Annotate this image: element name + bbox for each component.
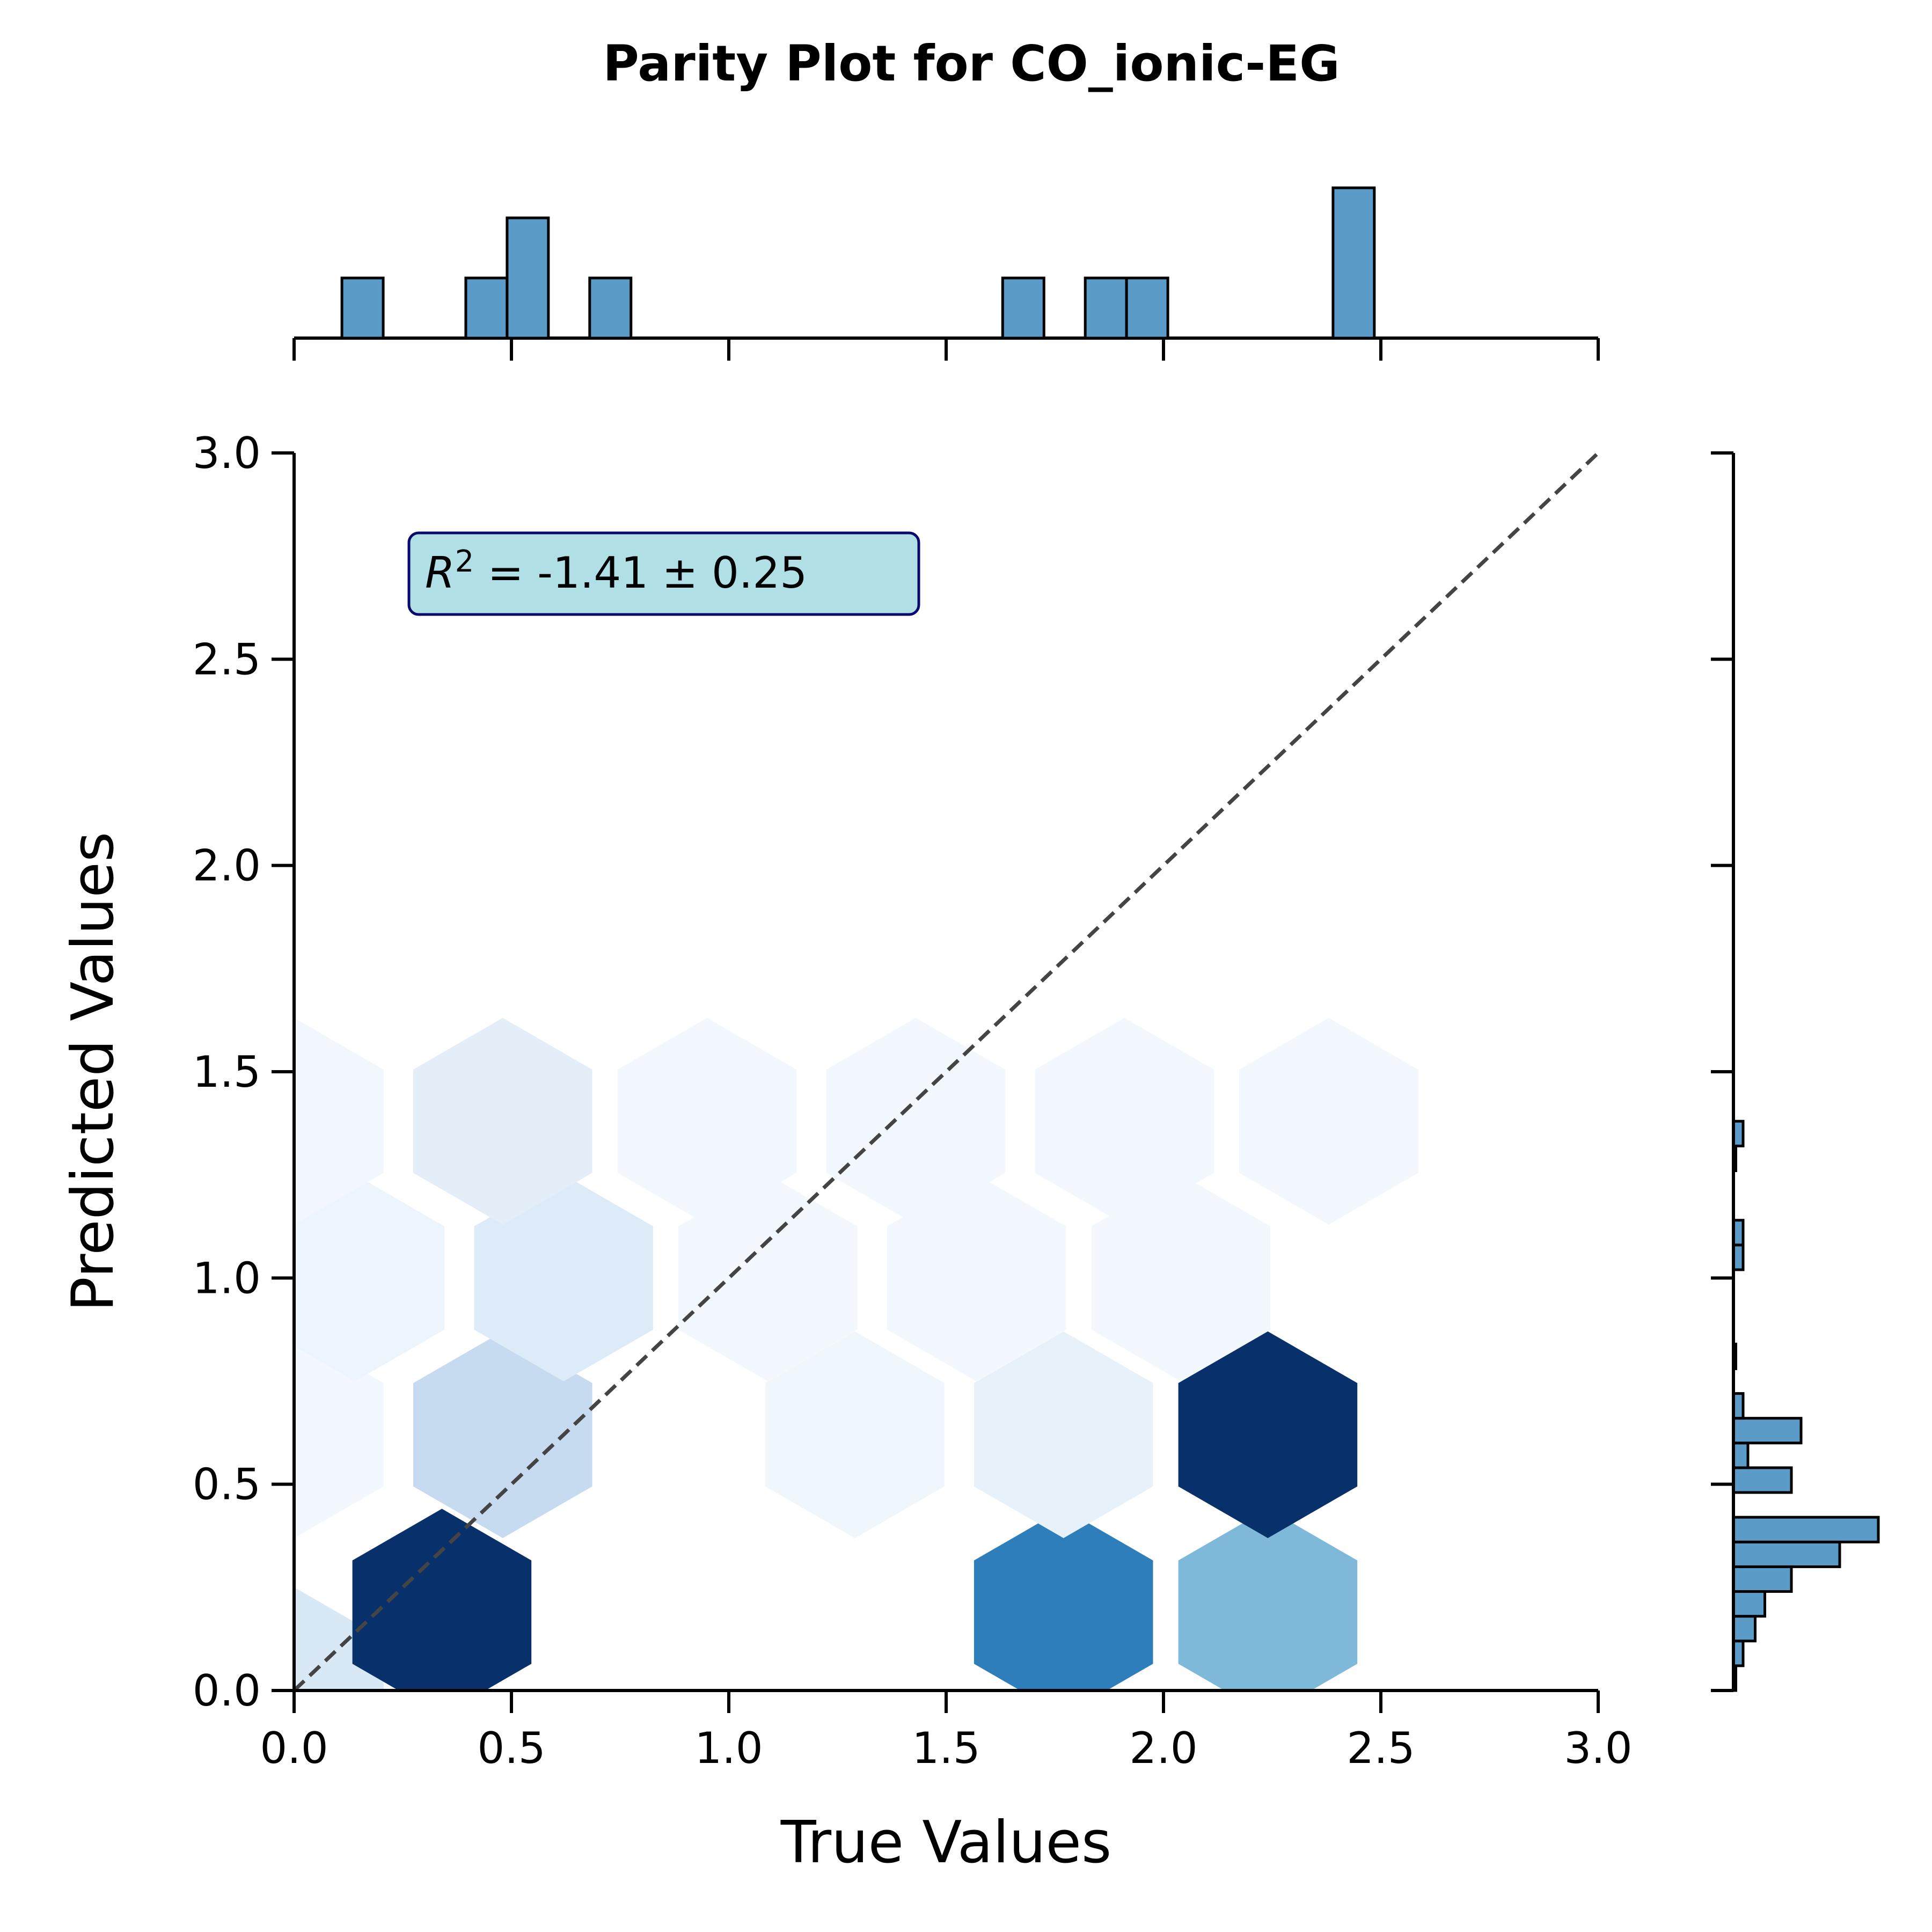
hexbin-cell-12 <box>887 1174 1066 1381</box>
right-hist-bar-9 <box>1732 1417 1803 1445</box>
right-histogram <box>1711 451 1880 1692</box>
top-hist-bar-0 <box>340 276 385 340</box>
top-hist-bar-2 <box>506 216 550 340</box>
top-histogram <box>292 186 1600 361</box>
chart-title: Parity Plot for CO_ionic-EG <box>603 35 1340 92</box>
hexbin-cell-9 <box>294 1174 445 1381</box>
x-tick-label: 2.0 <box>1129 1723 1197 1773</box>
right-hist-bar-2 <box>1732 1615 1757 1643</box>
y-tick-label: 0.5 <box>193 1460 261 1510</box>
right-hist-bar-7 <box>1732 1466 1793 1494</box>
hexbin-cell-16 <box>617 1018 797 1225</box>
hexbin-cell-3 <box>1178 1509 1358 1690</box>
r2-value: = -1.41 ± 0.25 <box>474 548 807 598</box>
right-hist-bar-8 <box>1732 1441 1750 1469</box>
hexbin-cell-19 <box>1239 1018 1418 1225</box>
r-exponent: 2 <box>455 544 474 579</box>
right-hist-bar-6 <box>1732 1516 1880 1543</box>
hexbin-cell-7 <box>974 1331 1153 1539</box>
top-hist-bar-1 <box>464 276 509 340</box>
hexbin-plot-area: 0.0 0.5 1.0 1.5 2.0 2.5 3.0 0.0 0.5 1.0 1.5 2.0 2.5 3… <box>193 428 1633 1773</box>
hexbin-cell-14 <box>294 1018 384 1225</box>
y-tick-label: 0.0 <box>193 1666 261 1716</box>
hexbin-layer <box>294 1018 1418 1690</box>
top-hist-bar-3 <box>588 276 633 340</box>
r2-annotation: R2 = -1.41 ± 0.25 <box>407 531 920 616</box>
hexbin-cell-18 <box>1035 1018 1214 1225</box>
hexbin-cell-1 <box>352 1509 532 1690</box>
hexbin-cell-17 <box>826 1018 1006 1225</box>
hexbin-cell-4 <box>294 1331 384 1539</box>
right-hist-bar-4 <box>1732 1565 1793 1593</box>
right-hist-bar-3 <box>1732 1590 1766 1618</box>
hexbin-cell-11 <box>678 1174 858 1381</box>
right-hist-bar-5 <box>1732 1540 1841 1568</box>
x-tick-label: 1.0 <box>694 1723 763 1773</box>
top-hist-bar-5 <box>1084 276 1128 340</box>
hexbin-cell-8 <box>1178 1331 1358 1539</box>
hexbin-cell-10 <box>474 1174 653 1381</box>
annotation-text: R2 = -1.41 ± 0.25 <box>425 544 807 598</box>
hexbin-cell-13 <box>1091 1174 1271 1381</box>
y-tick-label: 2.0 <box>193 841 261 891</box>
hexbin-cell-5 <box>413 1331 592 1539</box>
main-axes: 0.0 0.5 1.0 1.5 2.0 2.5 3.0 0.0 0.5 1.0 1.5 2.0 2.5 3… <box>193 428 1633 1773</box>
hexbin-cell-15 <box>413 1018 592 1225</box>
y-tick-label: 1.5 <box>193 1047 261 1097</box>
x-tick-label: 2.5 <box>1346 1723 1415 1773</box>
top-hist-bar-6 <box>1125 276 1169 340</box>
top-hist-bar-4 <box>1001 276 1045 340</box>
x-axis-label: True Values <box>780 1809 1112 1876</box>
x-tick-label: 0.0 <box>260 1723 328 1773</box>
y-tick-label: 1.0 <box>193 1253 261 1303</box>
y-axis-label: Predicted Values <box>60 832 127 1312</box>
y-tick-label: 3.0 <box>193 428 261 478</box>
x-tick-label: 3.0 <box>1564 1723 1632 1773</box>
hexbin-cell-6 <box>765 1331 945 1539</box>
annotation-box <box>407 531 920 616</box>
y-tick-label: 2.5 <box>193 634 261 684</box>
x-tick-label: 0.5 <box>477 1723 545 1773</box>
r-symbol: R <box>425 548 455 598</box>
hexbin-cell-2 <box>974 1509 1153 1690</box>
x-tick-label: 1.5 <box>912 1723 980 1773</box>
top-hist-bar-7 <box>1331 186 1376 340</box>
